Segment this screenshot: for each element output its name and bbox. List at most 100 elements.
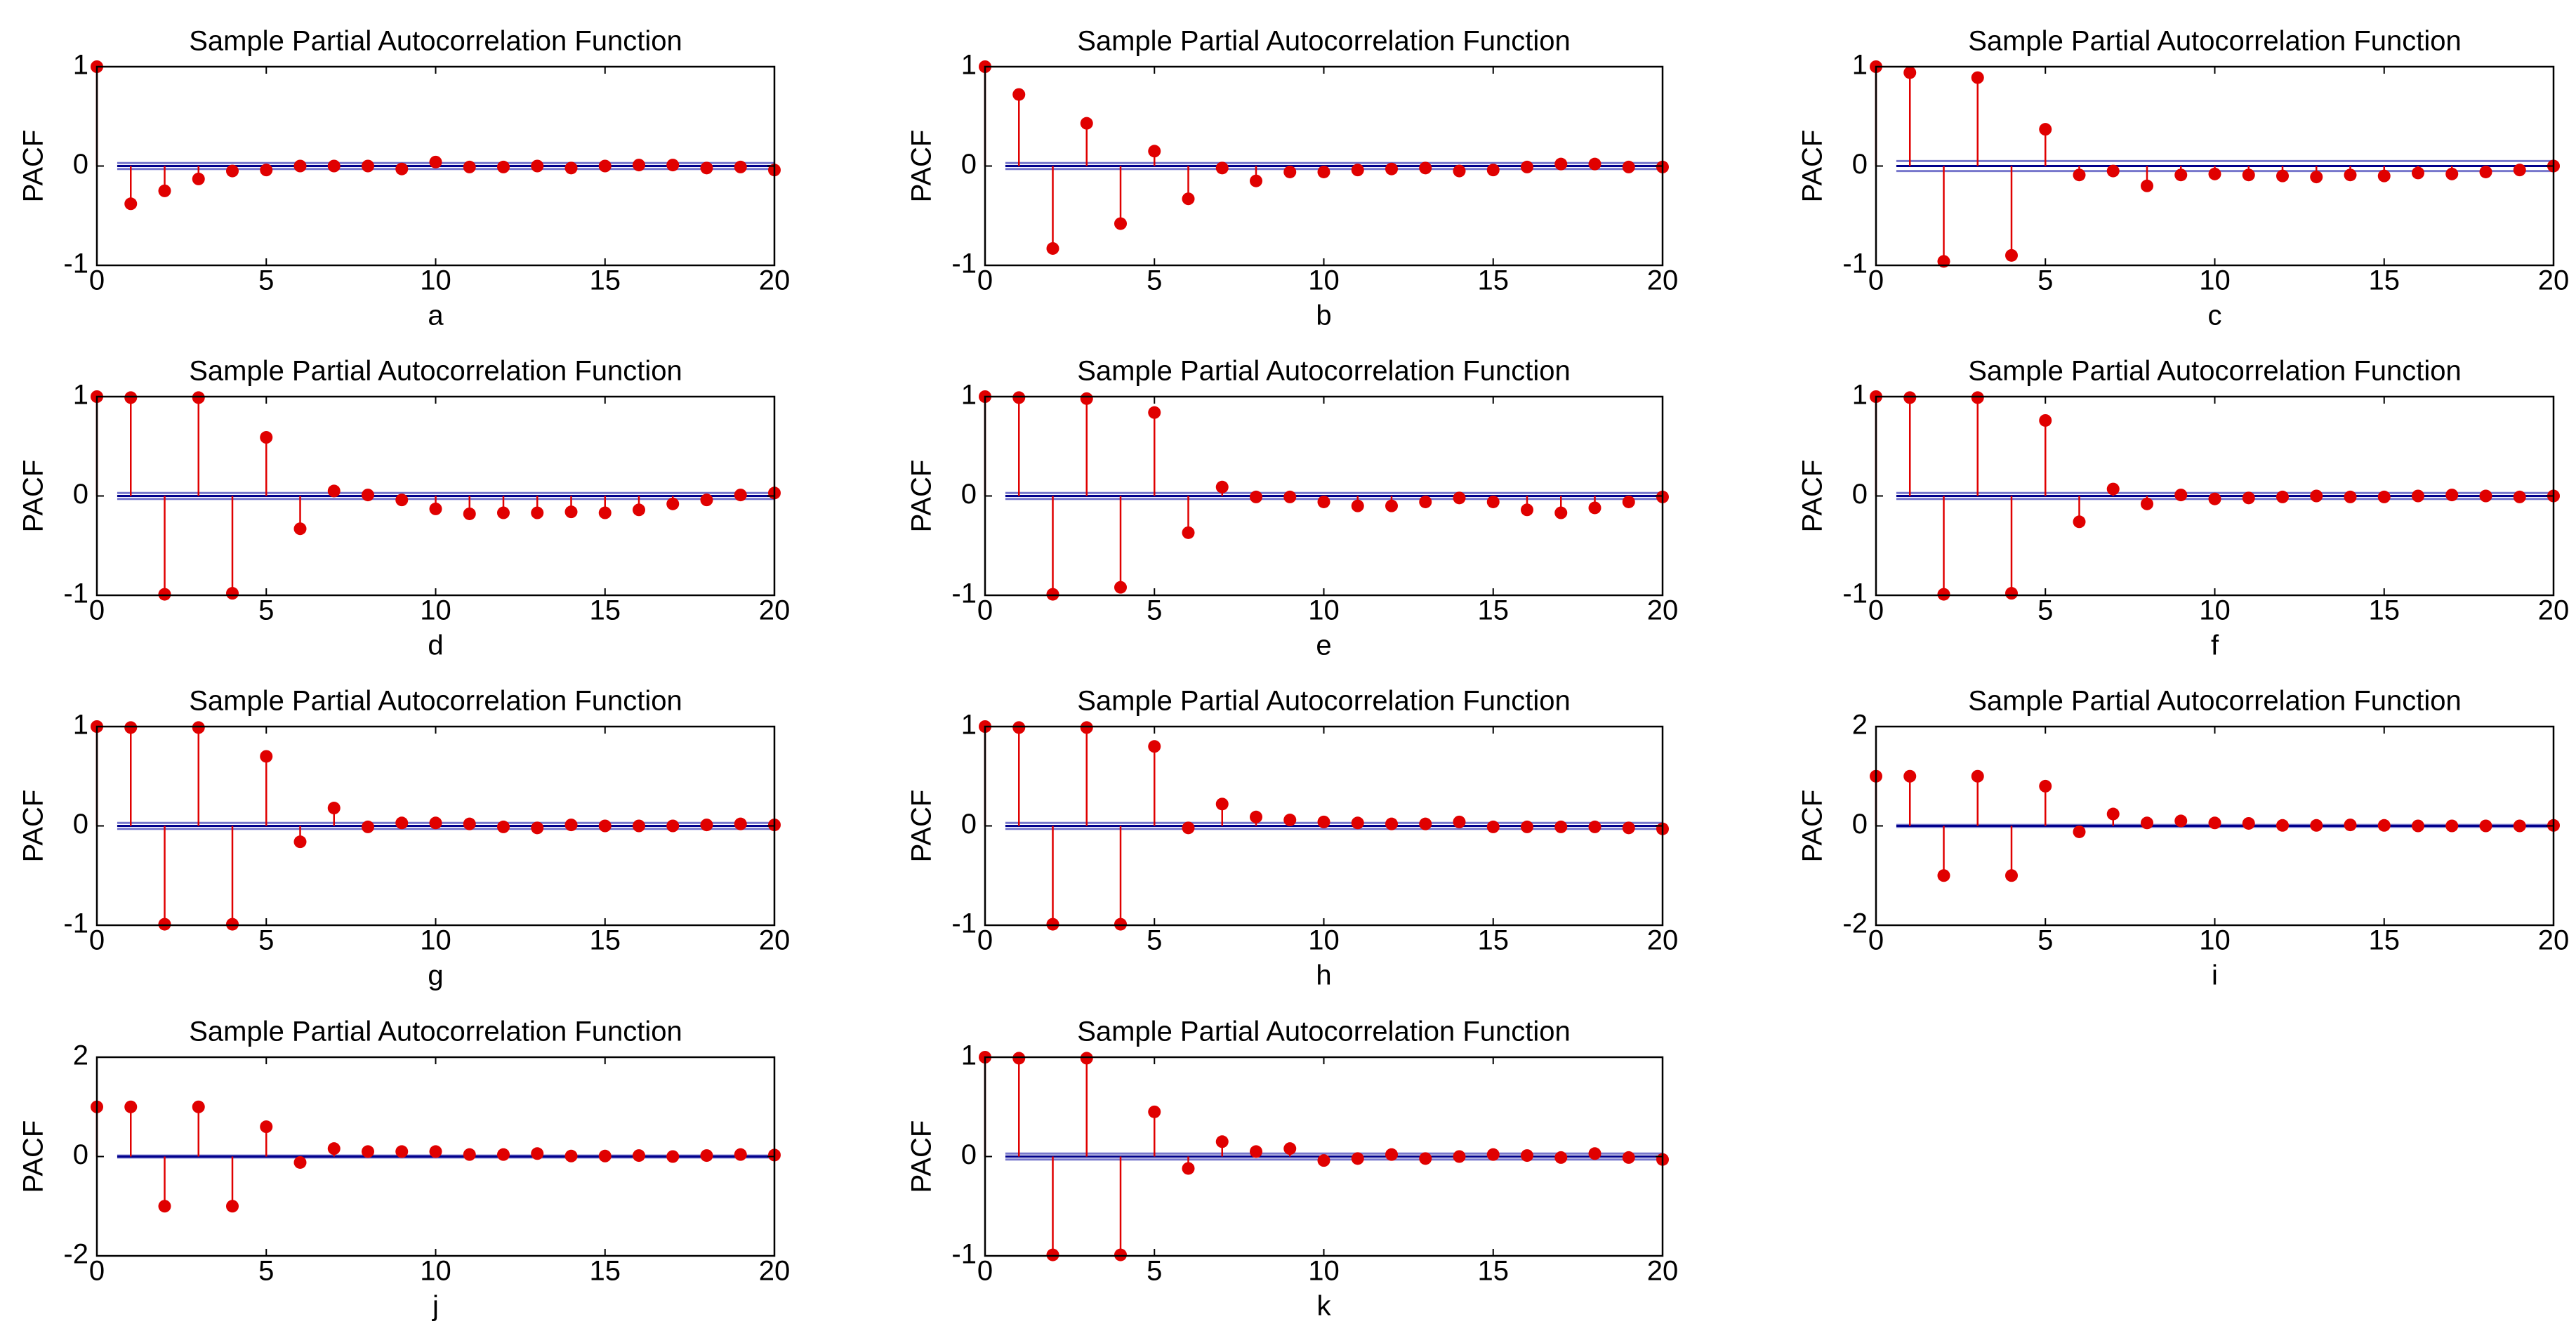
marker-lag-6 (2073, 168, 2086, 182)
x-tick-label: 10 (2199, 595, 2231, 626)
x-tick-label: 15 (590, 265, 621, 296)
x-axis-label: a (428, 300, 444, 331)
x-axis-label: d (428, 630, 443, 661)
marker-lag-18 (2479, 819, 2492, 833)
x-tick-label: 5 (2037, 925, 2053, 956)
marker-lag-19 (2513, 490, 2526, 503)
marker-lag-10 (2208, 816, 2221, 830)
chart-title: Sample Partial Autocorrelation Function (1968, 26, 2462, 57)
marker-lag-2 (1046, 1248, 1059, 1261)
marker-lag-7 (2106, 164, 2120, 178)
marker-lag-7 (2106, 807, 2120, 821)
chart-title: Sample Partial Autocorrelation Function (189, 26, 682, 57)
marker-lag-12 (497, 506, 510, 519)
marker-lag-19 (734, 489, 747, 502)
x-tick-label: 15 (1478, 1256, 1510, 1287)
marker-lag-12 (2276, 819, 2289, 832)
marker-lag-12 (1385, 499, 1398, 512)
marker-lag-5 (260, 750, 273, 763)
subplot-e: Sample Partial Autocorrelation Function 0… (906, 356, 1679, 661)
x-tick-label: 15 (2369, 265, 2400, 296)
y-tick-label: -1 (1842, 578, 1868, 609)
x-tick-label: 0 (1868, 265, 1884, 296)
chart-title: Sample Partial Autocorrelation Function (1968, 686, 2462, 717)
marker-lag-12 (497, 160, 510, 173)
marker-lag-19 (2513, 164, 2526, 177)
x-tick-label: 20 (1647, 925, 1679, 956)
marker-lag-6 (1182, 821, 1195, 835)
y-tick-label: 0 (1852, 809, 1868, 840)
marker-lag-9 (1283, 1142, 1297, 1155)
marker-lag-13 (2310, 171, 2323, 184)
marker-lag-18 (2479, 165, 2492, 178)
x-tick-label: 20 (759, 1256, 791, 1287)
marker-lag-3 (1080, 721, 1093, 734)
marker-lag-1 (124, 1100, 138, 1113)
y-tick-label: 0 (961, 149, 977, 180)
marker-lag-15 (2377, 169, 2391, 183)
chart-title: Sample Partial Autocorrelation Function (189, 356, 682, 387)
marker-lag-1 (1012, 1052, 1026, 1065)
x-tick-label: 10 (1308, 595, 1340, 626)
marker-lag-8 (362, 489, 374, 502)
y-axis-label: PACF (1797, 460, 1828, 533)
x-axis-label: i (2212, 960, 2218, 991)
marker-lag-11 (463, 1148, 476, 1161)
marker-lag-6 (1182, 192, 1195, 206)
marker-lag-4 (226, 164, 239, 178)
subplot-b: Sample Partial Autocorrelation Function 0… (906, 26, 1679, 331)
x-axis-label: b (1316, 300, 1331, 331)
marker-lag-16 (2412, 819, 2424, 833)
y-tick-label: -1 (63, 908, 88, 939)
marker-lag-7 (327, 484, 341, 498)
x-tick-label: 15 (1478, 265, 1510, 296)
marker-lag-11 (1351, 816, 1364, 830)
x-tick-label: 20 (1647, 265, 1679, 296)
marker-lag-6 (1182, 526, 1195, 539)
marker-lag-7 (1215, 1135, 1229, 1148)
y-tick-label: 0 (961, 1139, 977, 1170)
y-axis-label: PACF (18, 790, 49, 863)
marker-lag-5 (1148, 740, 1161, 753)
marker-lag-10 (1317, 495, 1330, 508)
marker-lag-9 (1283, 165, 1297, 178)
marker-lag-1 (124, 721, 138, 734)
x-tick-label: 5 (258, 925, 274, 956)
x-tick-label: 10 (2199, 265, 2231, 296)
marker-lag-11 (463, 507, 476, 520)
marker-lag-13 (2310, 819, 2323, 832)
y-tick-label: 2 (73, 1040, 88, 1071)
marker-lag-13 (2310, 489, 2323, 503)
y-tick-label: 0 (1852, 479, 1868, 510)
x-tick-label: 20 (1647, 595, 1679, 626)
marker-lag-17 (1554, 1151, 1568, 1164)
y-tick-label: -1 (951, 1239, 977, 1270)
x-tick-label: 5 (2037, 265, 2053, 296)
marker-lag-14 (564, 819, 578, 832)
x-tick-label: 20 (2538, 265, 2570, 296)
marker-lag-17 (1554, 820, 1568, 833)
marker-lag-17 (2445, 819, 2459, 833)
x-tick-label: 20 (1647, 1256, 1679, 1287)
x-axis-label: j (432, 1291, 439, 1322)
marker-lag-19 (1622, 495, 1635, 508)
marker-lag-18 (1588, 501, 1601, 515)
y-tick-label: 0 (73, 149, 88, 180)
x-tick-label: 0 (977, 925, 993, 956)
marker-lag-7 (327, 159, 341, 173)
y-tick-label: 1 (73, 380, 88, 411)
chart-title: Sample Partial Autocorrelation Function (1077, 1016, 1571, 1047)
marker-lag-18 (1588, 1147, 1601, 1160)
marker-lag-14 (1453, 164, 1466, 178)
marker-lag-3 (1971, 391, 1984, 404)
x-tick-label: 5 (1147, 925, 1162, 956)
y-tick-label: 1 (961, 710, 977, 741)
marker-lag-13 (531, 821, 544, 835)
marker-lag-16 (1521, 160, 1533, 173)
x-axis-label: g (428, 960, 443, 991)
subplot-c: Sample Partial Autocorrelation Function 0… (1797, 26, 2570, 331)
x-tick-label: 10 (420, 1256, 451, 1287)
x-axis-label: e (1316, 630, 1331, 661)
marker-lag-4 (2005, 869, 2018, 882)
